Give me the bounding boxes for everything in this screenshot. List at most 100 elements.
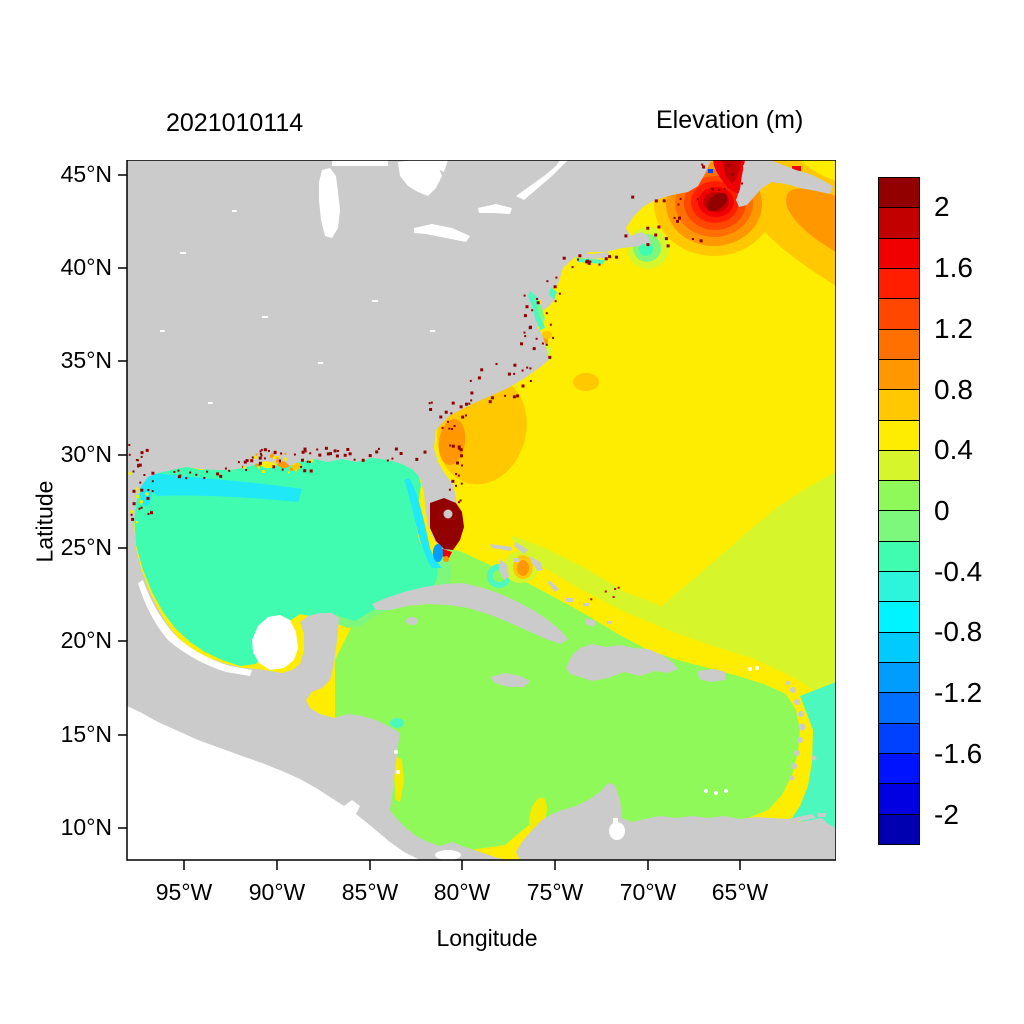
wet-cell-speckle (468, 402, 471, 405)
wet-cell-speckle (657, 225, 661, 229)
wet-cell-speckle (303, 469, 307, 473)
wet-cell-speckle (444, 410, 448, 414)
wet-cell-speckle (128, 471, 132, 475)
wet-cell-speckle (571, 266, 574, 269)
wet-cell-speckle (702, 165, 706, 169)
wet-cell-speckle (140, 488, 144, 492)
wet-cell-speckle (488, 400, 492, 404)
wet-cell-speckle (151, 480, 154, 483)
wet-cell-speckle (516, 394, 520, 398)
wet-cell-speckle (308, 460, 311, 463)
wet-cell-speckle (446, 420, 449, 423)
colorbar-segment (879, 329, 919, 360)
wet-cell-speckle (260, 454, 263, 457)
wet-cell-speckle (531, 309, 534, 312)
wet-cell-speckle (128, 444, 131, 446)
y-tick-label: 45°N (60, 161, 112, 187)
wet-cell-speckle (206, 470, 209, 473)
wet-cell-speckle (617, 586, 620, 589)
wet-cell-speckle (457, 445, 461, 449)
wet-cell-speckle (455, 473, 458, 475)
wet-cell-speckle (255, 453, 258, 456)
wet-cell-speckle (138, 507, 141, 510)
wet-cell-speckle (301, 450, 305, 454)
wet-cell-speckle (490, 396, 494, 400)
ocean-ne-orange-band (786, 188, 836, 252)
colorbar-segment (879, 420, 919, 451)
colorbar-segment (879, 663, 919, 694)
wet-cell-speckle (145, 492, 149, 496)
wet-cell-speckle (578, 254, 582, 258)
x-axis-title: Longitude (436, 925, 538, 951)
wet-cell-speckle (448, 427, 451, 430)
wet-cell-speckle (128, 453, 131, 456)
wet-cell-speckle (450, 412, 453, 415)
y-tick-label: 30°N (60, 441, 112, 467)
wet-cell-speckle (189, 471, 192, 474)
wet-cell-speckle (532, 347, 536, 351)
colorbar-tick-label: -1.6 (934, 737, 983, 769)
land-river-specks (160, 210, 435, 404)
wet-cell-speckle (699, 239, 703, 243)
wet-cell-speckle (465, 402, 468, 406)
colorbar-tick-label: 0.4 (934, 434, 973, 466)
chesapeake-green (537, 300, 545, 322)
wet-cell-speckle (303, 447, 307, 451)
wet-cell-speckle (269, 454, 273, 458)
wet-cell-speckle (451, 479, 455, 483)
ocean-yellowgreen-field (510, 472, 836, 705)
ocean-caribbean-green (335, 545, 800, 858)
wet-cell-speckle (526, 366, 529, 369)
wet-cell-speckle (309, 452, 312, 455)
panama-bay (435, 850, 461, 860)
wet-cell-speckle (346, 448, 350, 451)
wet-cell-speckle (140, 451, 144, 455)
wet-cell-speckle (258, 461, 262, 465)
wet-cell-speckle (662, 199, 666, 203)
wet-cell-speckle (664, 237, 668, 241)
wet-cell-speckle (130, 513, 133, 516)
wet-cell-speckle (696, 198, 699, 201)
wet-cell-speckle (301, 458, 304, 462)
wet-cell-speckle (260, 448, 263, 451)
wet-cell-speckle (386, 459, 389, 462)
south-florida-red-fringe (440, 548, 452, 558)
wet-cell-speckle (255, 463, 259, 467)
wet-cell-speckle (453, 425, 456, 427)
wet-cell-speckle (256, 465, 260, 469)
wet-cell-speckle (678, 216, 681, 220)
wet-cell-speckle (535, 337, 538, 340)
x-tick-label: 70°W (619, 879, 677, 905)
wet-cell-speckle (428, 402, 431, 405)
wet-cell-speckle (451, 428, 454, 430)
wet-cell-speckle (598, 263, 601, 266)
wet-cell-speckle (465, 414, 467, 417)
wet-cell-speckle (691, 238, 694, 240)
wet-cell-speckle (513, 363, 517, 367)
ocean-east-antilles-turquoise (756, 682, 836, 860)
colorbar-tick-label: -1.2 (934, 677, 983, 709)
colorbar-segment (879, 178, 919, 209)
plot-frame (118, 160, 836, 870)
wet-cell-speckle (130, 510, 134, 514)
wet-cell-speckle (469, 379, 472, 382)
wet-cell-speckle (677, 203, 680, 206)
wet-cell-speckle (353, 458, 356, 461)
wet-cell-speckle (457, 474, 460, 477)
wet-cell-speckle (614, 588, 617, 590)
land-long-island (572, 252, 610, 259)
wet-cell-speckle (245, 459, 249, 463)
wet-cell-speckle (272, 465, 276, 469)
colorbar-title: Elevation (m) (656, 106, 804, 134)
wet-cell-speckle (525, 305, 529, 309)
colorbar-segment (879, 572, 919, 603)
wet-cell-speckle (290, 467, 294, 471)
wet-cell-speckle (529, 367, 532, 370)
wet-cell-speckle (251, 456, 254, 459)
wet-cell-speckle (646, 243, 650, 247)
wet-cell-speckle (258, 456, 262, 460)
wet-cell-speckle (470, 399, 473, 402)
wet-cell-speckle (195, 473, 198, 476)
wet-cell-speckle (151, 471, 155, 475)
